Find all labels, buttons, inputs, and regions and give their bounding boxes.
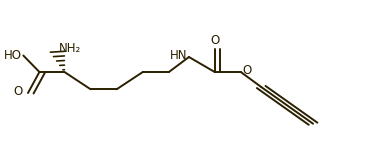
Text: O: O [243, 64, 252, 77]
Text: HN: HN [170, 49, 187, 62]
Text: HO: HO [4, 49, 22, 62]
Text: NH₂: NH₂ [58, 41, 81, 54]
Text: O: O [210, 34, 219, 47]
Text: O: O [14, 85, 23, 98]
